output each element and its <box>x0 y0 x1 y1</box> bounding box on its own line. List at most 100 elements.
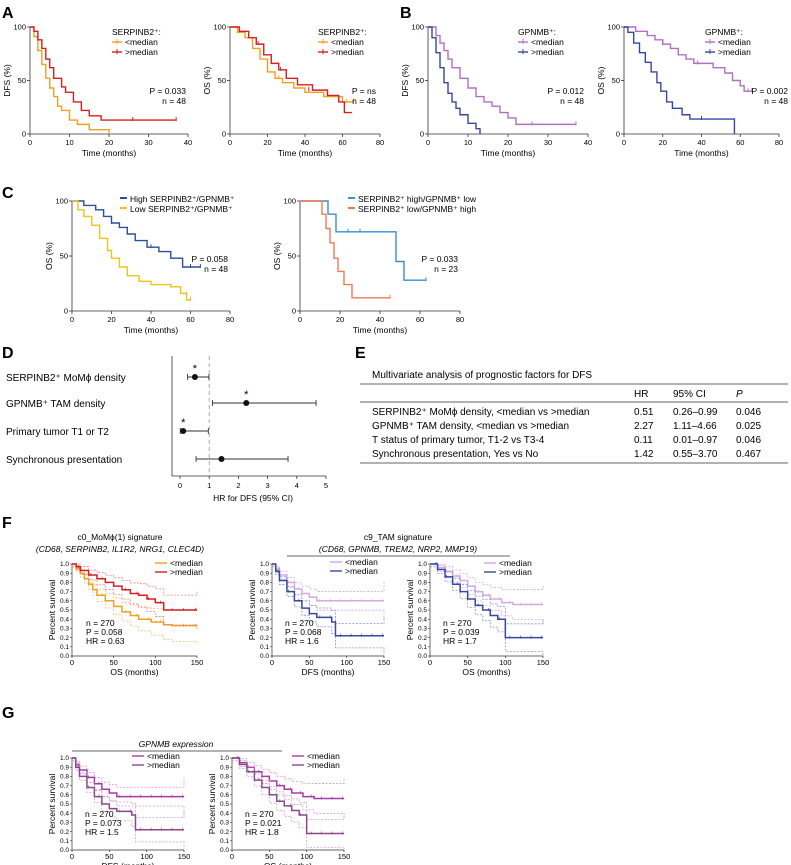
x-tick-label: 0 <box>230 852 234 861</box>
legend-entry-0: <median <box>170 558 203 568</box>
stat-line: P = 0.058 <box>86 627 123 637</box>
legend-entry-1: >median <box>307 760 340 770</box>
forest-x-label: HR for DFS (95% CI) <box>213 493 293 503</box>
table-cell: 0.467 <box>736 449 761 460</box>
legend-entry-1: >median <box>147 760 180 770</box>
legend-swatch <box>348 197 355 199</box>
km-curve-0 <box>230 26 354 103</box>
y-tick-label: 1.0 <box>220 755 229 762</box>
legend-title: GPNMB⁺: <box>705 27 743 37</box>
n-count: n = 48 <box>162 96 186 106</box>
y-tick-label: 0.0 <box>418 653 427 660</box>
y-tick-label: 0.4 <box>60 616 69 623</box>
x-tick-label: 50 <box>265 852 273 861</box>
x-tick-label: 150 <box>338 852 351 861</box>
table-cell: 0.26–0.99 <box>673 407 718 418</box>
multivariate-table: Multivariate analysis of prognostic fact… <box>360 370 788 464</box>
hr-point <box>243 400 250 406</box>
x-tick-label: 4 <box>295 481 299 490</box>
x-tick-label: 20 <box>659 138 667 147</box>
x-tick-label: 40 <box>697 138 705 147</box>
y-tick-label: 0.9 <box>60 764 69 771</box>
y-tick-label: 0.7 <box>220 783 229 790</box>
y-axis-label: OS (%) <box>272 242 282 270</box>
stat-line: HR = 1.6 <box>285 636 319 646</box>
km-curve-0 <box>428 26 576 126</box>
stat-line: n = 270 <box>285 618 314 628</box>
stat-line: n = 270 <box>86 618 115 628</box>
x-tick-label: 150 <box>178 852 191 861</box>
y-tick-label: 0.6 <box>220 792 229 799</box>
y-tick-label: 0.2 <box>418 635 427 642</box>
table-cell: 0.55–3.70 <box>673 449 718 460</box>
table-cell: 0.51 <box>634 407 654 418</box>
stat-line: n = 270 <box>443 618 472 628</box>
y-tick-label: 0 <box>292 307 296 316</box>
y-tick-label: 0.7 <box>418 589 427 596</box>
legend-swatch <box>348 207 355 209</box>
forest-row-label: GPNMB⁺ TAM density <box>6 399 105 410</box>
y-tick-label: 0.5 <box>60 801 69 808</box>
x-axis-label: OS (months) <box>264 861 312 865</box>
x-tick-label: 100 <box>300 852 313 861</box>
n-count: n = 48 <box>204 264 228 274</box>
y-tick-label: 100 <box>607 23 620 32</box>
chart-a-dfs: 0 10 20 30 40 0 50 100 Time (months) DFS (%) SERPI… <box>2 23 192 159</box>
chart-g-dfs: 0 50 100 150 0.0 0.1 0.2 0.3 0.4 0.5 0.6 0.7 0.8 0.9 1… <box>47 751 190 865</box>
survival-curve-0 <box>72 563 197 627</box>
x-tick-label: 50 <box>463 658 471 667</box>
x-tick-label: 100 <box>340 658 353 667</box>
panel-label-f: F <box>2 515 12 532</box>
table-cell: 0.11 <box>634 435 653 446</box>
legend-title: GPNMB⁺: <box>518 27 556 37</box>
x-tick-label: 0 <box>428 658 432 667</box>
table-header-cell: HR <box>634 389 648 400</box>
km-curve-1 <box>230 26 352 114</box>
x-axis-label: Time (months) <box>124 325 179 335</box>
legend-entry-1: >median <box>531 47 564 57</box>
legend-entry-0: <median <box>718 37 751 47</box>
ci-upper-1 <box>430 563 544 625</box>
x-tick-label: 1 <box>207 481 211 490</box>
ci-upper-0 <box>272 563 385 592</box>
y-axis-label: OS (%) <box>44 242 54 270</box>
legend-entry-0: <median <box>307 751 340 761</box>
y-tick-label: 0 <box>616 130 620 139</box>
x-tick-label: 100 <box>149 658 162 667</box>
panel-label-c: C <box>2 185 14 202</box>
x-tick-label: 150 <box>378 658 391 667</box>
y-tick-label: 0.2 <box>260 635 269 642</box>
x-tick-label: 40 <box>584 138 592 147</box>
y-tick-label: 1.0 <box>60 561 69 568</box>
y-tick-label: 0.7 <box>260 589 269 596</box>
km-curve-1 <box>30 26 177 121</box>
stat-line: HR = 1.8 <box>245 827 279 837</box>
table-cell: 0.046 <box>736 407 761 418</box>
x-tick-label: 60 <box>338 138 346 147</box>
legend-entry-0: <median <box>499 558 532 568</box>
y-tick-label: 0.6 <box>260 598 269 605</box>
x-tick-label: 0 <box>70 658 74 667</box>
n-count: n = 48 <box>764 96 788 106</box>
table-cell: 1.11–4.66 <box>673 421 717 432</box>
x-tick-label: 60 <box>186 315 194 324</box>
panel-label-g: G <box>2 705 14 722</box>
x-axis-label: Time (months) <box>278 148 333 158</box>
table-header-cell: P <box>736 389 743 400</box>
y-tick-label: 0.7 <box>60 589 69 596</box>
x-axis-label: OS (months) <box>462 667 510 677</box>
y-tick-label: 0.6 <box>60 598 69 605</box>
y-tick-label: 1.0 <box>260 561 269 568</box>
legend-entry-0: SERPINB2⁺ high/GPNMB⁺ low <box>358 194 477 204</box>
x-tick-label: 30 <box>144 138 152 147</box>
stat-line: P = 0.021 <box>245 818 282 828</box>
x-tick-label: 5 <box>324 481 328 490</box>
legend-entry-0: High SERPINB2⁺/GPNMB⁺ <box>130 194 235 204</box>
km-curve-1 <box>300 200 390 299</box>
y-tick-label: 50 <box>218 76 226 85</box>
stat-line: P = 0.039 <box>443 627 480 637</box>
hr-point <box>218 456 225 462</box>
x-tick-label: 50 <box>109 658 117 667</box>
y-tick-label: 0.6 <box>60 792 69 799</box>
significance-star: * <box>193 363 198 375</box>
